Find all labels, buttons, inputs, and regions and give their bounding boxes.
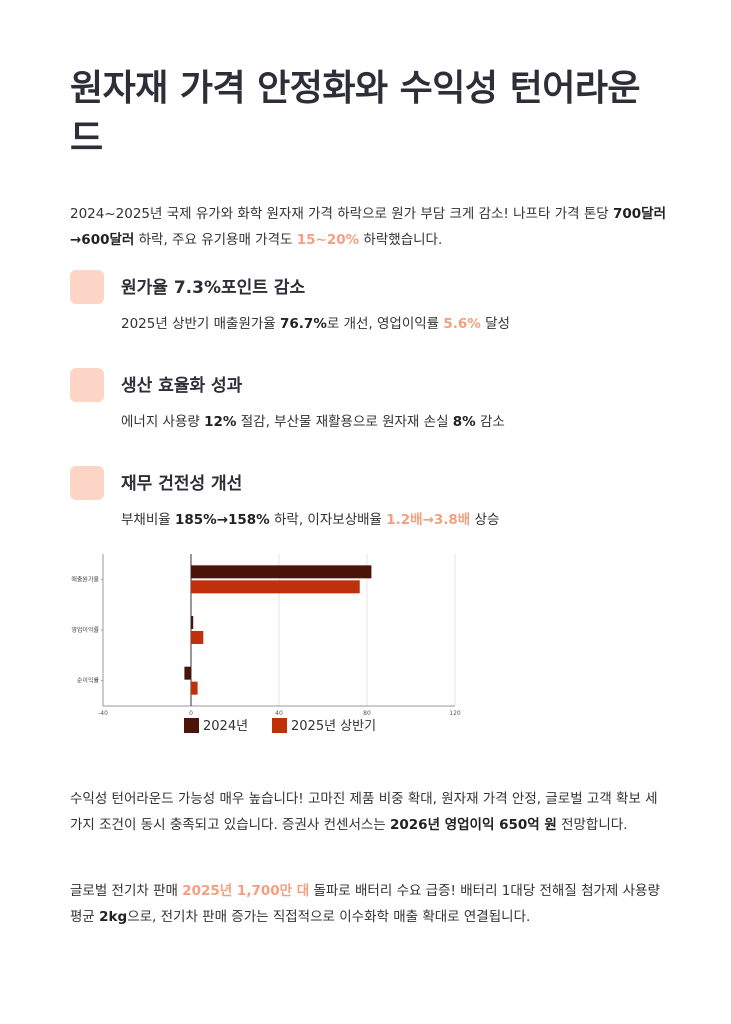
intro-text-2: 하락, 주요 유기용매 가격도 <box>134 232 297 248</box>
x-tick-label: 120 <box>449 710 461 717</box>
item-desc-text: 달성 <box>480 316 510 332</box>
x-tick-label: 80 <box>363 710 371 717</box>
item-desc-highlight: 5.6% <box>443 316 481 332</box>
item-desc-text: 부채비율 <box>121 512 175 528</box>
item-desc-text: 2025년 상반기 매출원가율 <box>121 316 281 332</box>
legend-label: 2024년 <box>203 719 248 734</box>
item-desc-bold: 12% <box>204 414 237 430</box>
item-description: 2025년 상반기 매출원가율 76.7%로 개선, 영업이익률 5.6% 달성 <box>121 312 510 332</box>
y-category-label: 순이익률 <box>77 677 100 685</box>
item-marker-box <box>70 368 104 402</box>
intro-text-1: 2024~2025년 국제 유가와 화학 원자재 가격 하락으로 원가 부담 크… <box>70 206 613 222</box>
body-paragraph-outlook: 수익성 턴어라운드 가능성 매우 높습니다! 고마진 제품 비중 확대, 원자재… <box>70 786 670 838</box>
legend-swatch <box>272 718 287 733</box>
para-bold-forecast: 2026년 영업이익 650억 원 <box>390 817 557 833</box>
item-description: 에너지 사용량 12% 절감, 부산물 재활용으로 원자재 손실 8% 감소 <box>121 410 505 430</box>
x-tick-label: 0 <box>189 710 193 717</box>
bar-series-2 <box>191 631 204 644</box>
bar-series-2 <box>191 681 198 695</box>
legend-label: 2025년 상반기 <box>291 719 376 734</box>
item-desc-bold: 76.7% <box>280 316 327 332</box>
item-desc-text: 절감, 부산물 재활용으로 원자재 손실 <box>236 414 453 430</box>
item-desc-text: 로 개선, 영업이익률 <box>326 316 444 332</box>
item-title: 생산 효율화 성과 <box>121 376 243 396</box>
intro-paragraph: 2024~2025년 국제 유가와 화학 원자재 가격 하락으로 원가 부담 크… <box>70 201 670 253</box>
item-desc-text: 상승 <box>470 512 500 528</box>
item-marker-box <box>70 466 104 500</box>
highlight-item-cost-ratio: 원가율 7.3%포인트 감소 2025년 상반기 매출원가율 76.7%로 개선… <box>70 270 670 350</box>
y-category-label: 매출원가율 <box>71 575 99 583</box>
item-desc-text: 에너지 사용량 <box>121 414 205 430</box>
bar-series-2 <box>191 580 360 594</box>
bar-series-1 <box>184 666 191 680</box>
x-tick-label: -40 <box>98 710 108 717</box>
para-text: 전망합니다. <box>556 817 628 833</box>
intro-text-3: 하락했습니다. <box>359 232 443 248</box>
y-category-label: 영업이익률 <box>71 626 99 634</box>
para-text: 으로, 전기차 판매 증가는 직접적으로 이수화학 매출 확대로 연결됩니다. <box>127 909 531 925</box>
highlight-item-efficiency: 생산 효율화 성과 에너지 사용량 12% 절감, 부산물 재활용으로 원자재 … <box>70 368 670 448</box>
page-title: 원자재 가격 안정화와 수익성 턴어라운드 <box>70 68 641 159</box>
para-bold-amount: 2kg <box>99 909 128 925</box>
intro-bold-price: 700달러→600달러 <box>70 206 666 248</box>
item-desc-text: 감소 <box>475 414 505 430</box>
body-paragraph-ev-demand: 글로벌 전기차 판매 2025년 1,700만 대 돌파로 배터리 수요 급증!… <box>70 878 670 930</box>
x-tick-label: 40 <box>275 710 283 717</box>
item-description: 부채비율 185%→158% 하락, 이자보상배율 1.2배→3.8배 상승 <box>121 508 499 528</box>
intro-highlight-percent: 15~20% <box>296 232 360 248</box>
para-text: 수익성 턴어라운드 가능성 매우 높습니다! 고마진 제품 비중 확대, 원자재… <box>70 791 658 833</box>
item-desc-highlight: 1.2배→3.8배 <box>386 512 471 528</box>
bar-series-1 <box>191 565 372 579</box>
para-highlight-ev-sales: 2025년 1,700만 대 <box>182 883 310 899</box>
para-text: 글로벌 전기차 판매 <box>70 883 183 899</box>
item-desc-text: 하락, 이자보상배율 <box>269 512 387 528</box>
legend-swatch <box>184 718 199 733</box>
highlight-item-financial-health: 재무 건전성 개선 부채비율 185%→158% 하락, 이자보상배율 1.2배… <box>70 466 670 546</box>
item-title: 재무 건전성 개선 <box>121 474 243 494</box>
para-text: 돌파로 배터리 수요 급증! 배터리 1대당 전해질 첨가제 사용량 평균 <box>70 883 660 925</box>
item-title: 원가율 7.3%포인트 감소 <box>121 278 306 298</box>
item-desc-bold: 185%→158% <box>174 512 270 528</box>
item-marker-box <box>70 270 104 304</box>
item-desc-bold: 8% <box>452 414 476 430</box>
bar-series-1 <box>191 616 194 629</box>
